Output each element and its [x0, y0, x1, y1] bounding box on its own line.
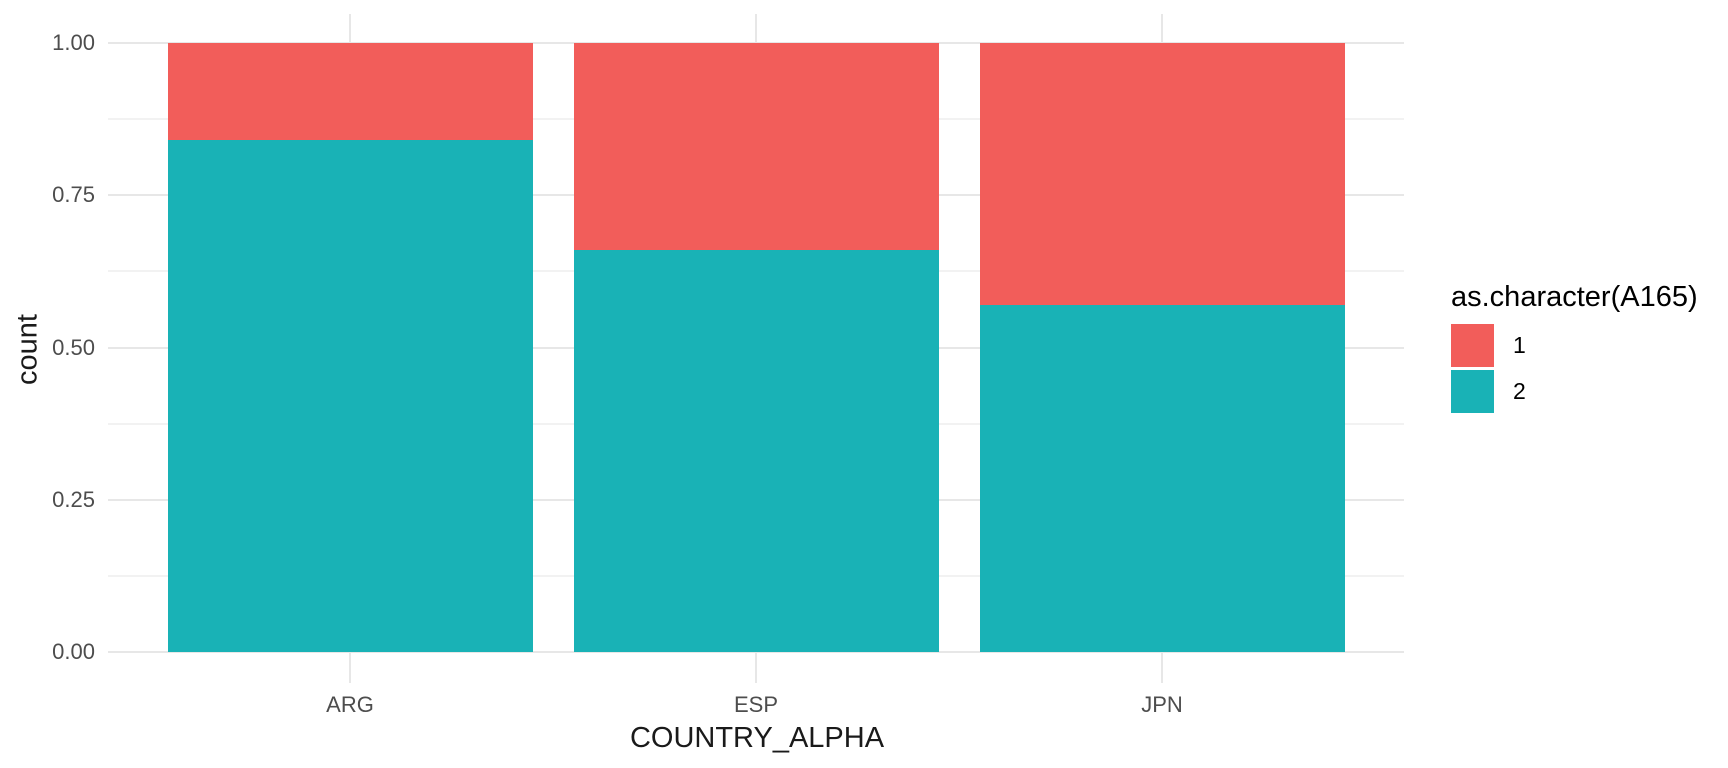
y-tick-label: 0.75	[52, 182, 95, 208]
x-axis-title: COUNTRY_ALPHA	[629, 722, 885, 754]
y-tick-label: 0.50	[52, 334, 95, 360]
y-tick-label: 0.25	[52, 486, 95, 512]
y-axis-title: count	[11, 314, 44, 385]
bar-segment-ARG-1	[167, 43, 533, 141]
legend-row-2: 2	[1451, 370, 1698, 413]
legend-key-1	[1451, 324, 1494, 367]
bar-segment-ARG-2	[167, 140, 533, 652]
legend-key-2	[1451, 370, 1494, 413]
legend-row-1: 1	[1451, 324, 1698, 367]
y-tick-label: 0.00	[52, 639, 95, 664]
bar-segment-ESP-1	[573, 43, 939, 251]
x-tick-label-ESP: ESP	[733, 692, 779, 717]
y-tick-label: 1.00	[52, 30, 95, 55]
bar-segment-ESP-2	[573, 250, 939, 652]
legend-label-1: 1	[1513, 332, 1526, 358]
x-tick-label-ARG: ARG	[326, 692, 374, 717]
x-tick-label-JPN: JPN	[1141, 692, 1183, 717]
bar-segment-JPN-1	[979, 43, 1345, 305]
legend-title: as.character(A165)	[1451, 281, 1698, 313]
legend-label-2: 2	[1513, 378, 1526, 404]
bar-segment-JPN-2	[979, 304, 1345, 652]
